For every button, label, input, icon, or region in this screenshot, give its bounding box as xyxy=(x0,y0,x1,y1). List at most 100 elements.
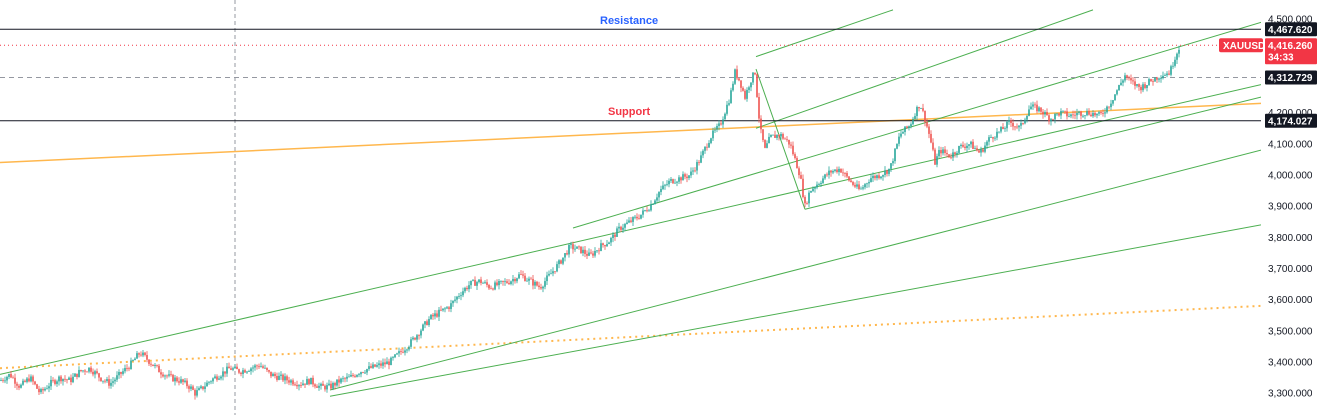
candle-body xyxy=(154,364,156,366)
candle-body xyxy=(648,210,650,212)
candles xyxy=(0,45,1180,400)
candle-body xyxy=(528,278,530,281)
candle-body xyxy=(1168,73,1170,75)
candle-body xyxy=(790,144,792,146)
candle-body xyxy=(236,366,238,370)
candle-body xyxy=(896,143,898,149)
candle-body xyxy=(1030,106,1032,110)
candle-body xyxy=(226,366,228,374)
candle-body xyxy=(540,287,542,289)
channel-line-3[interactable] xyxy=(572,21,1261,229)
candle-body xyxy=(150,363,152,365)
candle-body xyxy=(240,372,242,375)
candle-body xyxy=(984,145,986,152)
candle-body xyxy=(816,184,818,188)
candle-body xyxy=(1098,112,1100,114)
candle-body xyxy=(752,72,754,83)
candle-body xyxy=(348,376,350,378)
candle-body xyxy=(238,369,240,373)
candle-body xyxy=(468,285,470,290)
channel-line-5[interactable] xyxy=(329,149,1261,391)
candle-body xyxy=(56,381,58,384)
orange-trend-line[interactable] xyxy=(0,102,1261,164)
candle-body xyxy=(156,364,158,366)
candle-body xyxy=(846,173,848,177)
candle-body xyxy=(266,367,268,371)
candle-body xyxy=(88,367,90,372)
candle-body xyxy=(122,371,124,374)
candle-body xyxy=(82,370,84,372)
candle-body xyxy=(634,216,636,218)
candle-body xyxy=(956,152,958,155)
y-tick-label: 3,800.000 xyxy=(1268,233,1313,244)
candle-body xyxy=(880,176,882,179)
zigzag-line-1[interactable] xyxy=(755,68,806,210)
plot-area[interactable] xyxy=(0,0,1261,415)
candle-body xyxy=(590,252,592,254)
candle-body xyxy=(598,250,600,252)
candle-body xyxy=(298,385,300,387)
candle-body xyxy=(848,176,850,181)
support-line-tag[interactable]: 4,174.027 xyxy=(1265,113,1317,128)
candle-body xyxy=(162,374,164,377)
candle-body xyxy=(360,372,362,375)
candle-body xyxy=(996,131,998,138)
symbol-badge xyxy=(1219,38,1263,53)
candle-body xyxy=(206,382,208,387)
candle-body xyxy=(128,368,130,370)
candle-body xyxy=(734,69,736,84)
channel-line-2[interactable] xyxy=(755,9,1094,129)
price-axis[interactable]: 3,300.000 3,400.000 3,500.000 3,600.000 3,70… xyxy=(1219,15,1317,400)
candle-body xyxy=(882,174,884,177)
candle-body xyxy=(742,87,744,91)
orange-dotted-line[interactable] xyxy=(0,304,1261,370)
resistance-line-tag[interactable]: 4,467.620 xyxy=(1265,22,1317,37)
candle-body xyxy=(740,80,742,88)
candle-body xyxy=(160,372,162,375)
candle-body xyxy=(24,380,26,382)
candle-body xyxy=(608,242,610,245)
candle-body xyxy=(80,369,82,372)
candle-body xyxy=(680,177,682,181)
candle-body xyxy=(522,274,524,276)
candle-body xyxy=(668,180,670,185)
candle-body xyxy=(78,369,80,377)
candle-body xyxy=(1050,119,1052,122)
candle-body xyxy=(550,273,552,275)
channel-upper-line[interactable] xyxy=(755,9,894,58)
candle-body xyxy=(934,149,936,165)
candle-body xyxy=(1086,111,1088,116)
mid-dashed-line-tag[interactable]: 4,312.729 xyxy=(1265,70,1317,85)
candle-body xyxy=(530,278,532,280)
candle-body xyxy=(248,371,250,372)
candle-body xyxy=(774,134,776,138)
channel-line-7[interactable] xyxy=(804,96,1261,210)
candle-body xyxy=(134,358,136,361)
candle-body xyxy=(396,353,398,355)
candle-body xyxy=(838,168,840,173)
candle-body xyxy=(1094,112,1096,116)
channel-line-4[interactable] xyxy=(0,84,1261,375)
candle-body xyxy=(966,145,968,148)
candle-body xyxy=(866,183,868,185)
candle-body xyxy=(962,144,964,147)
candle-body xyxy=(716,125,718,130)
candle-body xyxy=(390,357,392,366)
candle-body xyxy=(420,330,422,336)
candle-body xyxy=(356,374,358,377)
channel-line-6[interactable] xyxy=(329,224,1261,397)
candle-body xyxy=(268,370,270,372)
candle-body xyxy=(312,377,314,385)
candle-body xyxy=(842,172,844,174)
candle-body xyxy=(864,184,866,188)
candle-body xyxy=(62,378,64,382)
candle-body xyxy=(264,367,266,369)
candle-body xyxy=(1112,100,1114,104)
candle-body xyxy=(696,162,698,171)
candle-body xyxy=(796,158,798,169)
candle-body xyxy=(488,285,490,289)
candle-body xyxy=(652,204,654,205)
